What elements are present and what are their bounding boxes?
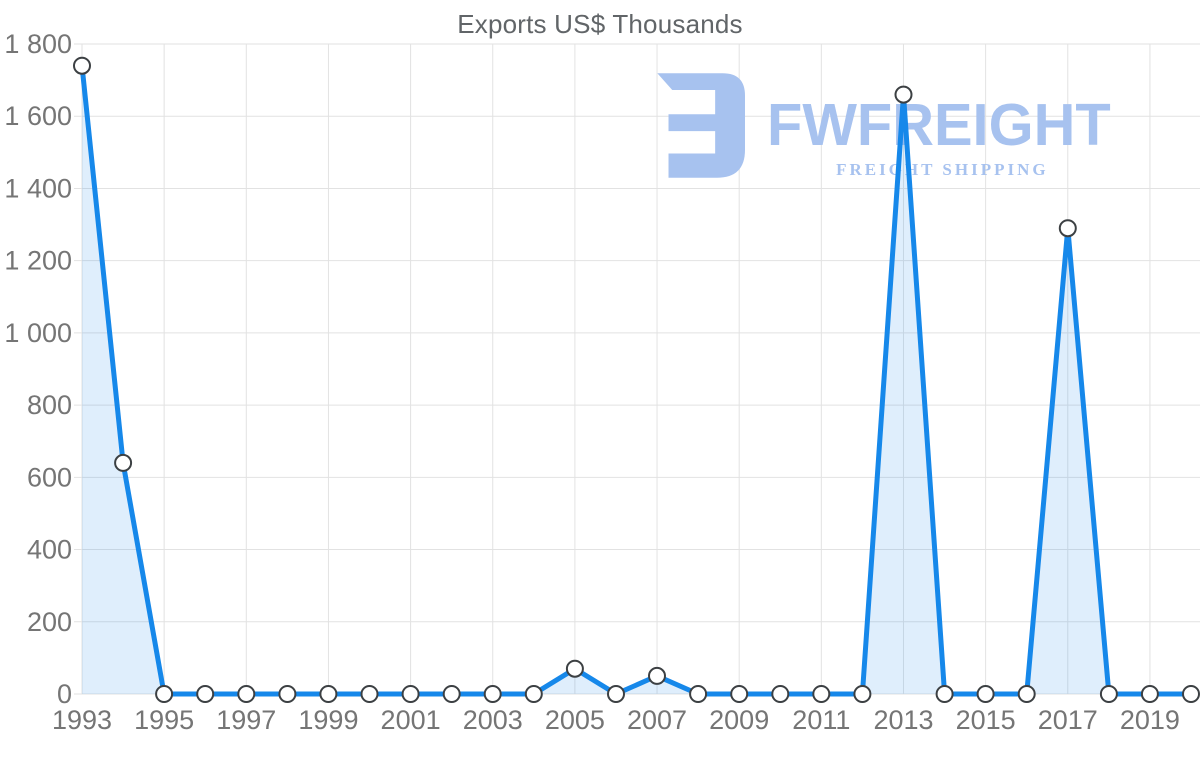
y-axis-tick-label: 0 bbox=[57, 679, 72, 709]
data-point-marker bbox=[648, 666, 666, 685]
series-line bbox=[79, 63, 1194, 697]
data-point-marker bbox=[237, 685, 256, 703]
data-point-marker bbox=[607, 685, 625, 703]
x-axis-tick-label: 1993 bbox=[52, 705, 112, 735]
x-axis-tick-label: 2013 bbox=[873, 705, 933, 735]
y-axis-tick-label: 200 bbox=[27, 607, 72, 637]
x-axis-tick-label: 2001 bbox=[381, 705, 441, 735]
data-point-marker bbox=[853, 685, 872, 703]
data-point-marker bbox=[401, 685, 420, 703]
data-point-marker bbox=[730, 685, 749, 703]
data-point-marker bbox=[976, 685, 995, 703]
data-point-marker bbox=[114, 453, 133, 472]
data-point-marker bbox=[935, 685, 954, 703]
y-axis-tick-label: 1 400 bbox=[4, 173, 72, 203]
x-axis-tick-label: 1997 bbox=[216, 705, 276, 735]
data-point-marker bbox=[1058, 219, 1077, 238]
x-axis-tick-label: 2005 bbox=[545, 705, 605, 735]
x-axis-tick-label: 1995 bbox=[134, 705, 194, 735]
data-point-marker bbox=[1140, 685, 1159, 703]
x-axis-tick-label: 2011 bbox=[792, 705, 850, 735]
y-axis-tick-label: 800 bbox=[27, 390, 72, 420]
data-point-marker bbox=[483, 685, 502, 703]
data-point-marker bbox=[442, 685, 461, 703]
data-point-marker bbox=[1099, 685, 1118, 703]
x-axis-tick-label: 2019 bbox=[1120, 705, 1180, 735]
chart-title: Exports US$ Thousands bbox=[457, 9, 743, 39]
data-point-marker bbox=[1182, 685, 1200, 703]
y-axis-tick-label: 400 bbox=[27, 535, 72, 565]
x-axis-tick-label: 2007 bbox=[627, 705, 687, 735]
x-axis-tick-label: 2003 bbox=[463, 705, 523, 735]
data-point-marker bbox=[812, 685, 831, 703]
data-point-marker bbox=[1017, 685, 1036, 703]
data-point-marker bbox=[155, 685, 174, 703]
data-point-marker bbox=[524, 685, 543, 703]
data-point-marker bbox=[196, 685, 215, 703]
data-point-marker bbox=[771, 685, 790, 703]
y-axis-tick-label: 1 200 bbox=[4, 246, 72, 276]
data-point-marker bbox=[565, 659, 584, 678]
data-point-marker bbox=[319, 685, 338, 703]
y-axis-tick-label: 600 bbox=[27, 462, 72, 492]
data-point-marker bbox=[894, 85, 913, 104]
series-area-fill bbox=[82, 65, 1191, 694]
y-axis-tick-label: 1 800 bbox=[4, 29, 72, 59]
y-axis-tick-label: 1 600 bbox=[4, 101, 72, 131]
data-point-marker bbox=[278, 685, 297, 703]
x-axis-tick-label: 2015 bbox=[956, 705, 1016, 735]
data-point-marker bbox=[73, 56, 91, 75]
x-axis-tick-label: 2009 bbox=[709, 705, 769, 735]
x-axis-tick-label: 2017 bbox=[1038, 705, 1098, 735]
data-point-marker bbox=[689, 685, 708, 703]
data-point-marker bbox=[360, 685, 379, 703]
y-axis-tick-label: 1 000 bbox=[4, 318, 72, 348]
x-axis-tick-label: 1999 bbox=[298, 705, 358, 735]
